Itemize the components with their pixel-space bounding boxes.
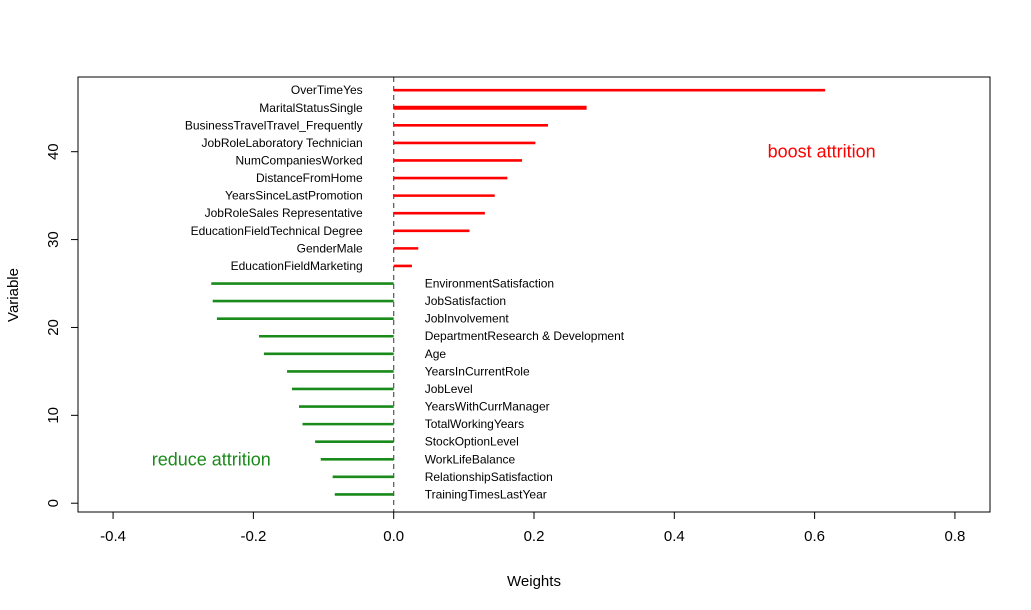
variable-label: MaritalStatusSingle <box>259 101 363 115</box>
y-tick-label: 20 <box>45 319 62 336</box>
variable-label: JobRoleLaboratory Technician <box>201 136 362 150</box>
variable-label: OverTimeYes <box>291 83 363 97</box>
x-tick-label: -0.2 <box>240 528 266 545</box>
variable-label: GenderMale <box>297 241 363 255</box>
variable-label: EnvironmentSatisfaction <box>425 277 554 291</box>
x-axis-title: Weights <box>507 573 561 590</box>
variable-label: YearsWithCurrManager <box>425 400 550 414</box>
variable-label: DepartmentResearch & Development <box>425 329 625 343</box>
x-tick-label: -0.4 <box>100 528 126 545</box>
variable-label: DistanceFromHome <box>256 171 363 185</box>
variable-label: NumCompaniesWorked <box>236 153 363 167</box>
variable-label: TrainingTimesLastYear <box>425 487 547 501</box>
plot-area: OverTimeYes MaritalStatusSingle BusinessTr… <box>152 77 876 512</box>
variable-label: WorkLifeBalance <box>425 452 516 466</box>
variable-label: EducationFieldTechnical Degree <box>191 224 363 238</box>
variable-label: JobSatisfaction <box>425 294 506 308</box>
variable-label: JobInvolvement <box>425 312 510 326</box>
variable-label: StockOptionLevel <box>425 435 519 449</box>
variable-label: BusinessTravelTravel_Frequently <box>185 118 363 132</box>
x-tick-label: 0.0 <box>383 528 404 545</box>
y-tick-label: 30 <box>45 231 62 248</box>
y-axis-title: Variable <box>5 268 22 322</box>
x-tick-label: 0.8 <box>944 528 965 545</box>
y-tick-label: 0 <box>45 499 62 507</box>
y-tick-label: 40 <box>45 143 62 160</box>
variable-label: JobRoleSales Representative <box>205 206 363 220</box>
variable-label: RelationshipSatisfaction <box>425 470 553 484</box>
annotation-label: reduce attrition <box>152 449 271 469</box>
axes: -0.4 -0.2 0.0 0.2 0.4 0.6 0.8 0 10 20 30 40 <box>45 76 991 545</box>
variable-label: JobLevel <box>425 382 473 396</box>
variable-label: YearsInCurrentRole <box>425 364 530 378</box>
y-tick-label: 10 <box>45 407 62 424</box>
x-tick-label: 0.6 <box>804 528 825 545</box>
x-tick-label: 0.2 <box>524 528 545 545</box>
annotation-label: boost attrition <box>768 142 876 162</box>
variable-label: TotalWorkingYears <box>425 417 524 431</box>
x-tick-label: 0.4 <box>664 528 685 545</box>
variable-label: Age <box>425 347 447 361</box>
variable-label: YearsSinceLastPromotion <box>225 189 363 203</box>
variable-label: EducationFieldMarketing <box>231 259 363 273</box>
